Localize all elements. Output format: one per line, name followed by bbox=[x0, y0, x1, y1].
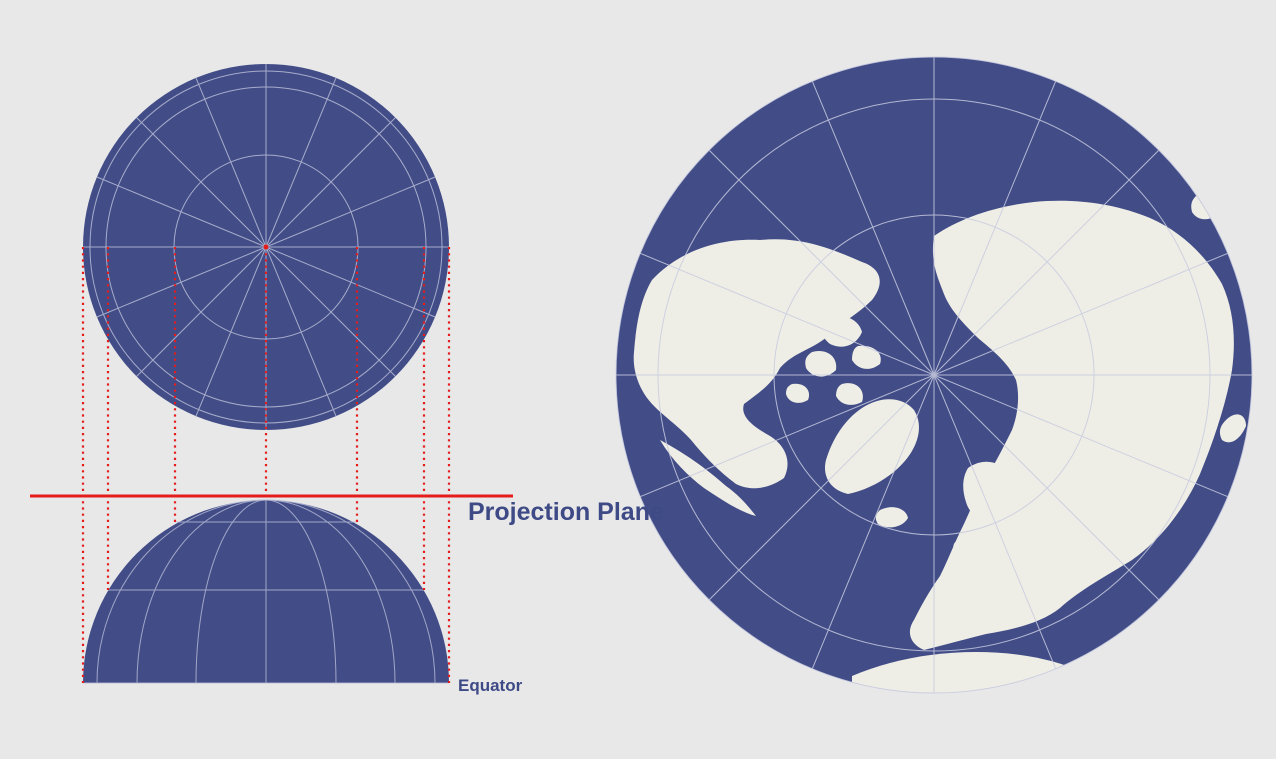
land-greenland bbox=[824, 399, 919, 494]
land-africa bbox=[852, 652, 1117, 693]
meridian-ellipse-a bbox=[195, 499, 267, 684]
map-meridian-9 bbox=[811, 374, 935, 669]
meridian-ellipse-e bbox=[96, 499, 267, 684]
map-meridian-5 bbox=[933, 374, 1228, 498]
meridian-ellipse-f bbox=[265, 499, 436, 684]
map-meridian-7 bbox=[933, 374, 1057, 669]
top-view-meridian-5 bbox=[265, 246, 436, 318]
land-north-america bbox=[633, 239, 880, 489]
map-meridian-10 bbox=[708, 374, 935, 601]
land-arctic-islands-2 bbox=[805, 350, 837, 377]
map-meridian-1 bbox=[933, 81, 1057, 376]
map-meridian-11 bbox=[640, 374, 935, 498]
top-view-meridian-1 bbox=[265, 77, 337, 248]
land-british-isles bbox=[953, 538, 975, 558]
land-arctic-islands-5 bbox=[836, 383, 863, 405]
top-view-meridian-7 bbox=[265, 246, 337, 417]
top-view-meridian-13 bbox=[96, 176, 267, 248]
map-graticule bbox=[615, 56, 1253, 694]
top-view-graticule bbox=[83, 64, 449, 430]
map-meridian-3 bbox=[933, 252, 1228, 376]
top-view-meridian-11 bbox=[96, 246, 267, 318]
meridian-ellipse-c bbox=[136, 499, 267, 684]
polar-map bbox=[615, 56, 1253, 694]
projection-plane-label: Projection Plane bbox=[468, 498, 664, 526]
top-view-meridian-14 bbox=[136, 117, 267, 248]
hemisphere-side-view bbox=[83, 499, 449, 684]
map-meridian-6 bbox=[933, 374, 1160, 601]
land-alaska-coast bbox=[660, 440, 756, 516]
map-meridian-13 bbox=[640, 252, 935, 376]
top-view-meridian-9 bbox=[195, 246, 267, 417]
land-masses bbox=[633, 191, 1246, 693]
land-arctic-islands-3 bbox=[852, 345, 881, 369]
land-iceland bbox=[875, 507, 908, 528]
map-meridian-2 bbox=[933, 149, 1160, 376]
top-view-meridian-15 bbox=[195, 77, 267, 248]
map-meridian-15 bbox=[811, 81, 935, 376]
projection-lines bbox=[81, 247, 451, 683]
land-japan bbox=[1219, 414, 1246, 443]
top-view-meridian-3 bbox=[265, 176, 436, 248]
land-scandinavia bbox=[963, 461, 1010, 519]
land-arctic-islands-4 bbox=[786, 383, 810, 403]
map-meridian-14 bbox=[708, 149, 935, 376]
meridian-ellipse-b bbox=[265, 499, 337, 684]
top-view-meridian-6 bbox=[265, 246, 396, 377]
land-eurasia bbox=[909, 200, 1234, 650]
equator-label: Equator bbox=[458, 676, 523, 695]
side-view-graticule bbox=[83, 499, 449, 684]
meridian-ellipse-d bbox=[265, 499, 396, 684]
top-view-meridian-10 bbox=[136, 246, 267, 377]
top-view-meridian-2 bbox=[265, 117, 396, 248]
land-arctic-islands-1 bbox=[821, 316, 862, 347]
